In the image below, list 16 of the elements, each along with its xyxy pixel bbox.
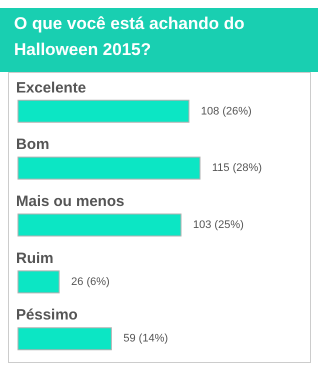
data-label: 115 (28%) <box>212 162 262 174</box>
y-tick-label: Bom <box>16 136 50 154</box>
bar <box>18 156 200 180</box>
chart-title: O que você está achando do Halloween 2015? <box>14 14 245 59</box>
data-label: 26 (6%) <box>71 276 110 288</box>
data-label: 59 (14%) <box>123 332 168 345</box>
data-label: 108 (26%) <box>200 105 252 118</box>
y-tick-label: Excelente <box>16 79 86 96</box>
bar <box>18 270 60 294</box>
y-tick-label: Ruim <box>16 250 54 267</box>
y-tick-label: Mais ou menos <box>16 193 124 210</box>
bar <box>18 214 182 236</box>
data-label: 103 (25%) <box>193 219 244 231</box>
bar <box>18 100 190 123</box>
bar <box>18 327 112 350</box>
y-tick-label: Péssimo <box>16 306 78 324</box>
